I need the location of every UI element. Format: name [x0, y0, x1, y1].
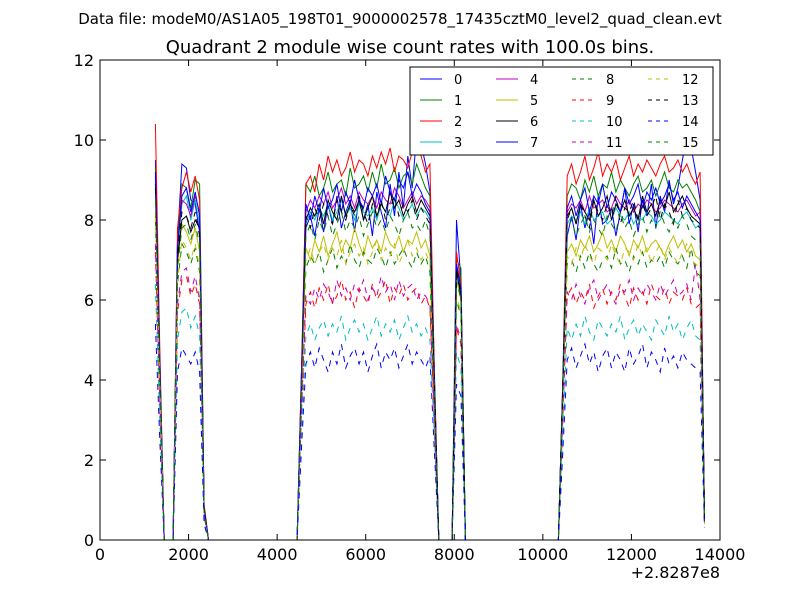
legend-label-3: 3	[454, 136, 462, 151]
legend-label-11: 11	[606, 136, 623, 151]
y-tick-label: 0	[84, 531, 94, 550]
series-line-15	[154, 199, 705, 540]
legend-label-5: 5	[530, 94, 538, 109]
series-line-5	[154, 195, 705, 540]
x-tick-label: 4000	[257, 545, 298, 564]
series-line-9	[154, 251, 705, 540]
legend-label-0: 0	[454, 73, 462, 88]
series-line-2	[154, 123, 705, 540]
legend-label-10: 10	[606, 115, 623, 130]
x-tick-label: 2000	[168, 545, 209, 564]
series-layer	[154, 123, 705, 540]
legend-label-14: 14	[682, 115, 699, 130]
x-tick-label: 6000	[345, 545, 386, 564]
series-line-8	[154, 219, 705, 540]
legend-label-7: 7	[530, 136, 538, 151]
series-line-11	[154, 243, 705, 540]
legend-label-12: 12	[682, 73, 699, 88]
y-tick-label: 8	[84, 211, 94, 230]
series-line-1	[154, 162, 705, 540]
y-tick-label: 12	[74, 51, 94, 70]
legend-label-4: 4	[530, 73, 538, 88]
series-line-14	[154, 323, 705, 540]
legend-label-1: 1	[454, 94, 462, 109]
x-tick-label: 12000	[606, 545, 657, 564]
series-line-7	[154, 171, 705, 540]
legend-box	[409, 66, 714, 156]
x-tick-label: 0	[95, 545, 105, 564]
legend-label-2: 2	[454, 115, 462, 130]
y-tick-label: 10	[74, 131, 94, 150]
axis-ticks: 0 2000 4000 6000 8000 10000 12000 1400002468101…	[74, 51, 746, 564]
legend-label-6: 6	[530, 115, 538, 130]
series-line-10	[154, 283, 705, 540]
x-tick-label: 14000	[695, 545, 746, 564]
x-offset-label: +2.8287e8	[631, 563, 720, 582]
legend-label-15: 15	[682, 136, 699, 151]
legend-label-8: 8	[606, 73, 614, 88]
series-line-12	[154, 215, 705, 540]
legend-label-9: 9	[606, 94, 614, 109]
x-tick-label: 8000	[434, 545, 475, 564]
y-tick-label: 2	[84, 451, 94, 470]
series-line-4	[154, 175, 705, 540]
legend-label-13: 13	[682, 94, 699, 109]
x-tick-label: 10000	[517, 545, 568, 564]
y-tick-label: 4	[84, 371, 94, 390]
y-tick-label: 6	[84, 291, 94, 310]
series-line-13	[154, 187, 705, 540]
figure-supertitle: Data file: modeM0/AS1A05_198T01_90000025…	[78, 10, 722, 29]
chart-title: Quadrant 2 module wise count rates with …	[166, 37, 655, 58]
